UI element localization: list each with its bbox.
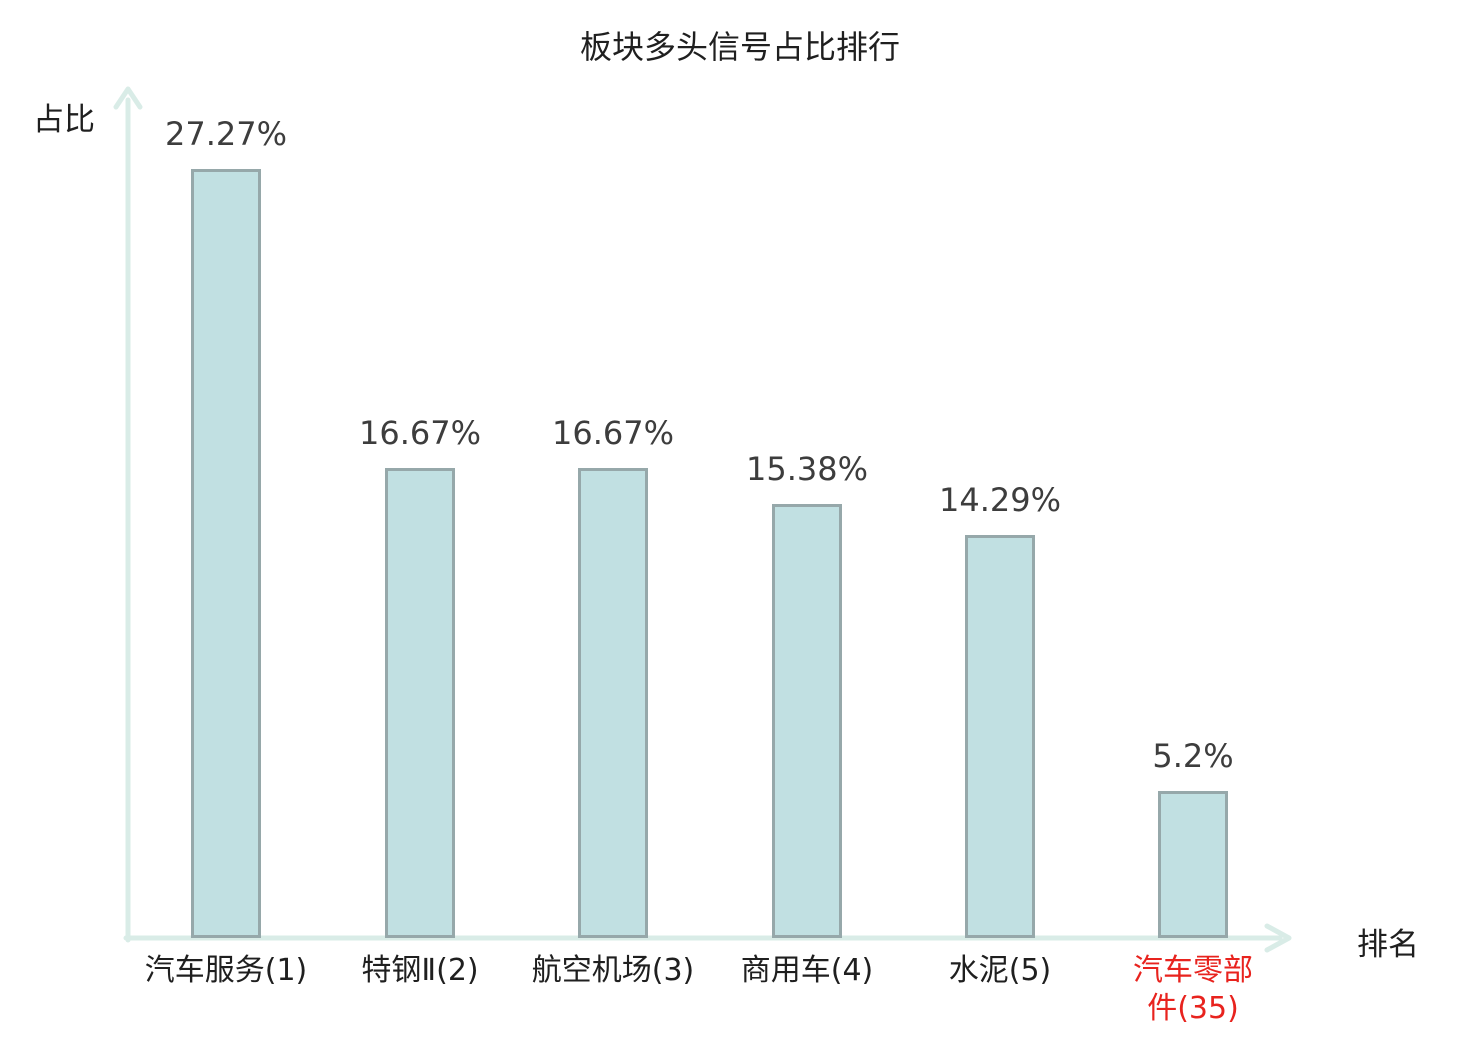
bar-value-label: 14.29%	[938, 481, 1061, 519]
bar	[191, 169, 261, 938]
bar	[772, 504, 842, 938]
bar-category-label: 汽车零部件(35)	[1133, 953, 1253, 1026]
y-axis-label: 占比	[33, 102, 95, 138]
bar	[385, 468, 455, 938]
bar	[965, 535, 1035, 938]
bar	[578, 468, 648, 938]
bar-value-label: 5.2%	[1152, 737, 1234, 775]
x-axis-label: 排名	[1357, 927, 1419, 963]
bar-category-label: 汽车服务(1)	[144, 953, 308, 988]
bar-value-label: 16.67%	[358, 414, 481, 452]
bar-value-label: 27.27%	[164, 115, 287, 153]
bar-value-label: 15.38%	[745, 450, 868, 488]
chart-title: 板块多头信号占比排行	[579, 28, 900, 66]
bar-value-label: 16.67%	[551, 414, 674, 452]
bar-category-label: 特钢Ⅱ(2)	[361, 953, 479, 988]
y-axis-arrow-icon	[113, 86, 143, 110]
bar-category-label: 航空机场(3)	[531, 953, 695, 988]
x-axis-arrow-icon	[1264, 923, 1292, 953]
bar	[1158, 791, 1228, 938]
bar-category-label: 商用车(4)	[740, 953, 874, 988]
bar-category-label: 水泥(5)	[948, 953, 1052, 988]
